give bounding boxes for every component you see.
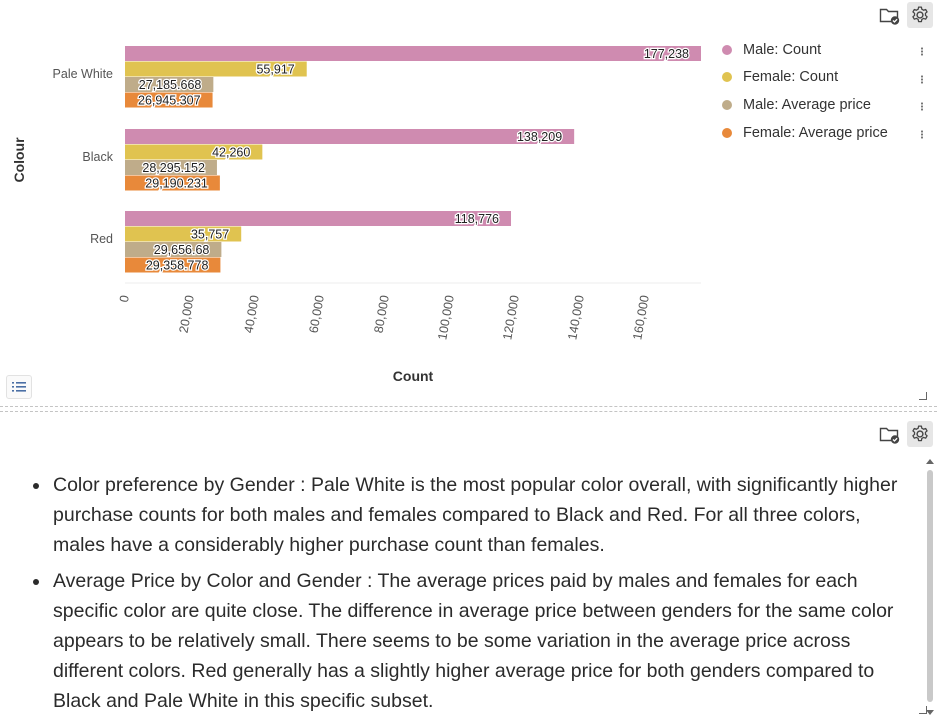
bar-value-label: 29,656.68 — [154, 243, 210, 257]
bar[interactable] — [125, 242, 222, 257]
legend-dot — [722, 99, 732, 110]
scroll-down-icon[interactable] — [926, 710, 934, 716]
scrollbar[interactable] — [926, 458, 934, 716]
scroll-up-icon[interactable] — [926, 458, 934, 464]
gear-icon[interactable] — [907, 421, 933, 447]
bar-value-label: 118,776 — [455, 212, 499, 226]
scrollbar-thumb[interactable] — [927, 470, 933, 702]
bar[interactable] — [125, 92, 213, 108]
bar-value-label: 35,757 — [191, 228, 229, 242]
y-tick-label: Pale White — [53, 67, 113, 81]
gear-icon[interactable] — [907, 2, 933, 28]
y-tick-label: Red — [90, 232, 113, 246]
bar[interactable] — [125, 61, 307, 77]
chart-panel: 177,238 55,917 27,185.668 26,945.307 Pale Wh… — [6, 2, 933, 400]
x-tick-label: 60,000 — [307, 294, 327, 334]
insights-text: Color preference by Gender : Pale White … — [30, 470, 900, 720]
insights-panel: Color preference by Gender : Pale White … — [0, 418, 937, 720]
legend-item-male-count[interactable]: Male: Count — [722, 36, 922, 64]
drag-handle-icon[interactable] — [919, 93, 925, 121]
bar[interactable] — [125, 211, 512, 226]
folder-check-icon[interactable] — [877, 422, 903, 448]
panel-divider — [0, 411, 937, 412]
list-item: Average Price by Color and Gender : The … — [30, 566, 900, 716]
panel-divider — [0, 406, 937, 407]
x-axis-title: Count — [393, 368, 434, 384]
bar-value-label: 29,190.231 — [145, 177, 208, 191]
legend-item-female-average-price[interactable]: Female: Average price — [722, 119, 922, 147]
legend-dot — [722, 44, 732, 55]
bar-value-label: 177,238 — [644, 47, 689, 61]
legend-dot — [722, 127, 732, 138]
bar[interactable] — [125, 160, 217, 175]
bar[interactable] — [125, 144, 263, 160]
y-axis-title: Colour — [11, 137, 27, 183]
x-tick-label: 140,000 — [565, 294, 587, 341]
chart-legend: Male: Count Female: Count Male: Average … — [722, 36, 922, 146]
bar-chart: 177,238 55,917 27,185.668 26,945.307 Pale Wh… — [11, 46, 701, 384]
bar[interactable] — [125, 175, 220, 191]
bar[interactable] — [125, 46, 701, 61]
legend-drag-handles — [919, 38, 925, 148]
legend-label: Female: Count — [743, 69, 839, 86]
legend-label: Female: Average price — [743, 124, 888, 141]
resize-handle-icon[interactable] — [919, 392, 927, 400]
drag-handle-icon[interactable] — [919, 121, 925, 149]
x-tick-label: 80,000 — [372, 294, 392, 334]
legend-label: Male: Count — [743, 41, 822, 58]
bar[interactable] — [125, 226, 242, 242]
bullet-icon — [33, 483, 39, 489]
legend-item-male-average-price[interactable]: Male: Average price — [722, 91, 922, 119]
drag-handle-icon[interactable] — [919, 66, 925, 94]
bar[interactable] — [125, 257, 221, 273]
x-tick-label: 100,000 — [435, 294, 457, 341]
list-icon[interactable] — [6, 375, 32, 399]
folder-check-icon[interactable] — [877, 3, 903, 29]
insight-text: Color preference by Gender : Pale White … — [53, 474, 898, 556]
bar-value-label: 29,358.778 — [146, 259, 209, 273]
bar[interactable] — [125, 129, 575, 144]
x-tick-label: 120,000 — [500, 294, 522, 341]
bar-value-label: 55,917 — [256, 63, 294, 77]
drag-handle-icon[interactable] — [919, 38, 925, 66]
bar-value-label: 26,945.307 — [138, 94, 201, 108]
x-tick-label: 160,000 — [630, 294, 652, 341]
x-tick-label: 40,000 — [242, 294, 262, 334]
bar[interactable] — [125, 77, 214, 92]
list-item: Color preference by Gender : Pale White … — [30, 470, 900, 560]
x-tick-label: 0 — [117, 294, 132, 303]
legend-dot — [722, 72, 732, 83]
resize-handle-icon[interactable] — [919, 706, 927, 714]
bar-value-label: 28,295.152 — [142, 161, 205, 175]
x-tick-label: 20,000 — [177, 294, 197, 334]
legend-label: Male: Average price — [743, 96, 871, 113]
bullet-icon — [33, 579, 39, 585]
bar-value-label: 138,209 — [517, 130, 562, 144]
y-tick-label: Black — [82, 150, 113, 164]
bar-value-label: 42,260 — [212, 146, 250, 160]
legend-item-female-count[interactable]: Female: Count — [722, 64, 922, 92]
insights-list: Color preference by Gender : Pale White … — [30, 470, 900, 716]
bar-value-label: 27,185.668 — [139, 78, 202, 92]
insight-text: Average Price by Color and Gender : The … — [53, 570, 894, 712]
